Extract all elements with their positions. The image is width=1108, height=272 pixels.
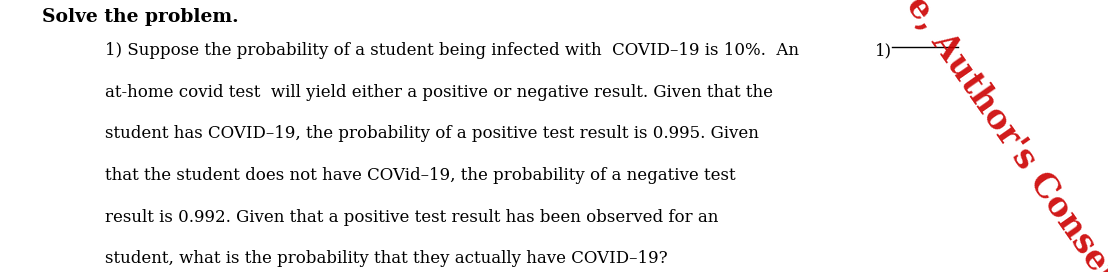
Text: that the student does not have COVid–19, the probability of a negative test: that the student does not have COVid–19,… — [105, 167, 736, 184]
Text: 1) Suppose the probability of a student being infected with  COVID–19 is 10%.  A: 1) Suppose the probability of a student … — [105, 42, 799, 59]
Text: at-home covid test  will yield either a positive or negative result. Given that : at-home covid test will yield either a p… — [105, 84, 773, 101]
Text: Solve the problem.: Solve the problem. — [42, 8, 238, 26]
Text: 1): 1) — [875, 42, 892, 59]
Text: e, Author's Consent: e, Author's Consent — [901, 0, 1108, 272]
Text: student, what is the probability that they actually have COVID–19?: student, what is the probability that th… — [105, 251, 668, 267]
Text: result is 0.992. Given that a positive test result has been observed for an: result is 0.992. Given that a positive t… — [105, 209, 719, 226]
Text: student has COVID–19, the probability of a positive test result is 0.995. Given: student has COVID–19, the probability of… — [105, 125, 759, 143]
